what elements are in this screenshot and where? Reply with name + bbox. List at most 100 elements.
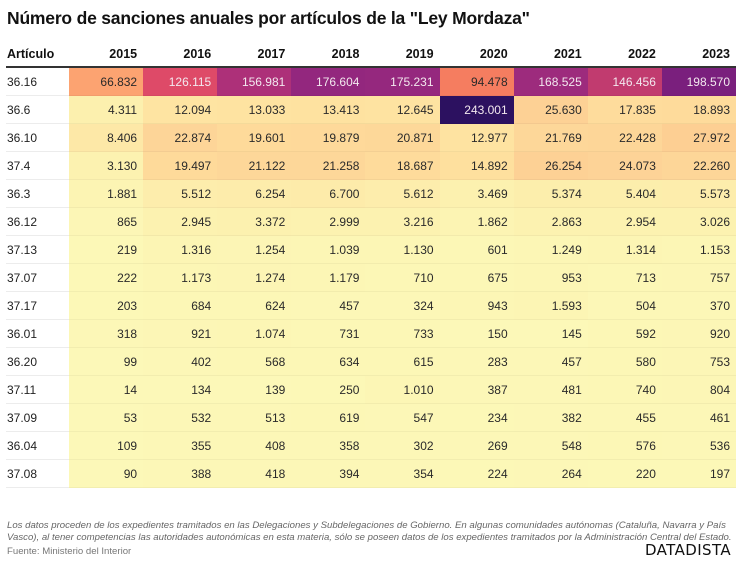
heat-cell: 220 (587, 459, 662, 488)
table-row: 37.17 203 684 624 457 324 943 1.593 504 370 (6, 291, 736, 320)
column-header-2023: 2023 (661, 42, 736, 68)
heat-cell: 3.216 (365, 207, 440, 236)
heat-cell: 19.497 (143, 151, 218, 180)
heat-cell: 1.173 (143, 263, 218, 292)
row-label: 36.12 (6, 207, 69, 236)
heat-cell: 203 (69, 291, 144, 320)
heat-cell: 1.254 (217, 235, 292, 264)
heat-cell: 757 (661, 263, 736, 292)
heat-cell: 3.469 (439, 179, 514, 208)
heat-cell: 953 (513, 263, 588, 292)
heat-cell: 481 (513, 375, 588, 404)
heat-cell: 250 (291, 375, 366, 404)
heat-cell: 198.570 (661, 67, 736, 96)
heat-cell: 1.039 (291, 235, 366, 264)
heat-cell: 168.525 (513, 67, 588, 96)
column-header-2022: 2022 (587, 42, 662, 68)
heat-cell: 615 (365, 347, 440, 376)
heat-cell: 269 (439, 431, 514, 460)
heat-cell: 302 (365, 431, 440, 460)
heat-cell: 3.130 (69, 151, 144, 180)
heat-cell: 1.130 (365, 235, 440, 264)
row-label: 37.09 (6, 403, 69, 432)
heat-cell: 5.512 (143, 179, 218, 208)
heat-cell: 17.835 (587, 95, 662, 124)
heat-cell: 753 (661, 347, 736, 376)
heat-cell: 5.573 (661, 179, 736, 208)
table-row: 37.09 53 532 513 619 547 234 382 455 461 (6, 403, 736, 432)
heat-cell: 1.010 (365, 375, 440, 404)
heat-cell: 8.406 (69, 123, 144, 152)
heat-cell: 224 (439, 459, 514, 488)
heat-cell: 324 (365, 291, 440, 320)
heat-cell: 150 (439, 319, 514, 348)
heat-cell: 547 (365, 403, 440, 432)
table-row: 36.10 8.406 22.874 19.601 19.879 20.871 12.977… (6, 123, 736, 152)
heat-cell: 624 (217, 291, 292, 320)
table-row: 36.20 99 402 568 634 615 283 457 580 753 (6, 347, 736, 376)
table-row: 37.08 90 388 418 394 354 224 264 220 197 (6, 459, 736, 488)
row-label: 37.08 (6, 459, 69, 488)
heat-cell: 24.073 (587, 151, 662, 180)
table-row: 36.04 109 355 408 358 302 269 548 576 536 (6, 431, 736, 460)
heat-cell: 22.874 (143, 123, 218, 152)
heatmap-body: 36.16 66.832 126.115 156.981 176.604 175.231 9… (6, 67, 736, 488)
heat-cell: 576 (587, 431, 662, 460)
heat-cell: 176.604 (291, 67, 366, 96)
row-label: 36.3 (6, 179, 69, 208)
heat-cell: 504 (587, 291, 662, 320)
heat-cell: 243.001 (439, 95, 514, 124)
heat-cell: 99 (69, 347, 144, 376)
heat-cell: 14.892 (439, 151, 514, 180)
heat-cell: 146.456 (587, 67, 662, 96)
heat-cell: 27.972 (661, 123, 736, 152)
heat-cell: 175.231 (365, 67, 440, 96)
heat-cell: 22.260 (661, 151, 736, 180)
heat-cell: 920 (661, 319, 736, 348)
row-label: 37.13 (6, 235, 69, 264)
table-row: 36.12 865 2.945 3.372 2.999 3.216 1.862 2.863 2.… (6, 207, 736, 236)
heat-cell: 418 (217, 459, 292, 488)
heat-cell: 804 (661, 375, 736, 404)
source-credit: Fuente: Ministerio del Interior (7, 546, 132, 557)
table-row: 37.07 222 1.173 1.274 1.179 710 675 953 713 757 (6, 263, 736, 292)
table-row: 36.3 1.881 5.512 6.254 6.700 5.612 3.469 5.374 5… (6, 179, 736, 208)
row-label: 36.04 (6, 431, 69, 460)
heat-cell: 370 (661, 291, 736, 320)
heat-cell: 26.254 (513, 151, 588, 180)
row-label: 37.17 (6, 291, 69, 320)
heat-cell: 14 (69, 375, 144, 404)
heat-cell: 355 (143, 431, 218, 460)
heat-cell: 580 (587, 347, 662, 376)
heat-cell: 3.026 (661, 207, 736, 236)
heat-cell: 455 (587, 403, 662, 432)
heat-cell: 21.258 (291, 151, 366, 180)
heat-cell: 90 (69, 459, 144, 488)
row-label: 36.01 (6, 319, 69, 348)
heat-cell: 2.863 (513, 207, 588, 236)
heat-cell: 1.153 (661, 235, 736, 264)
heat-cell: 1.074 (217, 319, 292, 348)
heat-cell: 234 (439, 403, 514, 432)
column-header-2016: 2016 (143, 42, 218, 68)
heat-cell: 921 (143, 319, 218, 348)
heat-cell: 387 (439, 375, 514, 404)
table-row: 37.13 219 1.316 1.254 1.039 1.130 601 1.249 1.31… (6, 235, 736, 264)
heat-cell: 19.879 (291, 123, 366, 152)
heat-cell: 710 (365, 263, 440, 292)
heat-cell: 20.871 (365, 123, 440, 152)
table-row: 36.6 4.311 12.094 13.033 13.413 12.645 243.001… (6, 95, 736, 124)
table-row: 37.11 14 134 139 250 1.010 387 481 740 804 (6, 375, 736, 404)
heat-cell: 675 (439, 263, 514, 292)
heat-cell: 4.311 (69, 95, 144, 124)
heat-cell: 354 (365, 459, 440, 488)
heat-cell: 5.612 (365, 179, 440, 208)
header-row: Artículo 2015 2016 2017 2018 2019 2020 2021 202… (6, 42, 736, 68)
heat-cell: 12.094 (143, 95, 218, 124)
heat-cell: 283 (439, 347, 514, 376)
row-label: 36.16 (6, 67, 69, 96)
heat-cell: 12.645 (365, 95, 440, 124)
heat-cell: 731 (291, 319, 366, 348)
heat-cell: 197 (661, 459, 736, 488)
heat-cell: 134 (143, 375, 218, 404)
